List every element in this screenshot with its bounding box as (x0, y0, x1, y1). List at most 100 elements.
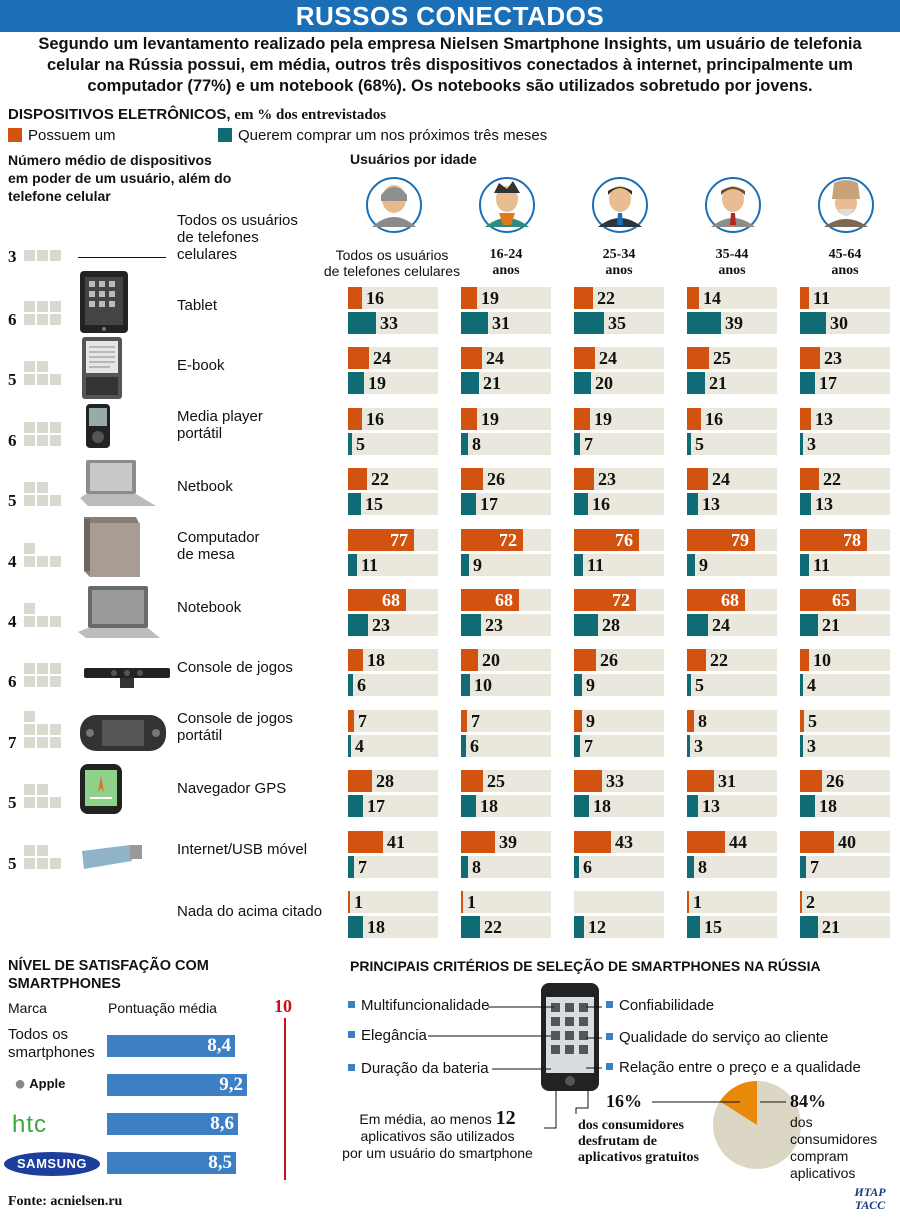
bar-want (574, 795, 589, 817)
cell-background (687, 372, 777, 394)
bar-own (348, 649, 363, 671)
satisfaction-bar: 8,5 (107, 1152, 236, 1174)
cell-background (574, 468, 664, 490)
bar-want (687, 554, 695, 576)
all-users-label-line: Todos os usuários (177, 212, 298, 229)
bar-want (574, 433, 580, 455)
bar-want (461, 735, 466, 757)
satisfaction-bar: 9,2 (107, 1074, 247, 1096)
cell-background (687, 614, 777, 636)
apps-average-line-2: aplicativos são utilizados (360, 1128, 515, 1144)
bar-want (461, 312, 488, 334)
bar-want (574, 735, 580, 757)
bullet-icon (348, 1001, 355, 1008)
device-label-line: Media player (177, 408, 263, 425)
bar-own (687, 831, 725, 853)
apple-logo-icon: ● (14, 1073, 27, 1095)
bar-value-label: 18 (480, 796, 498, 816)
cell-background (348, 372, 438, 394)
bar-value-label: 22 (710, 650, 728, 670)
devices-section-title: DISPOSITIVOS ELETRÔNICOS, em % dos entre… (8, 106, 386, 124)
device-count: 6 (8, 672, 17, 691)
apps-average-line-3: por um usuário do smartphone (342, 1145, 533, 1161)
cell-background (574, 493, 664, 515)
all-users-label: Todos os usuários de telefones celulares (177, 212, 298, 263)
avatars-layer (366, 177, 874, 233)
smartphone-icon (541, 983, 599, 1091)
bar-want (348, 674, 353, 696)
count-square (50, 495, 61, 506)
count-square (37, 616, 48, 627)
bar-value-label: 1 (354, 892, 363, 912)
cell-background (348, 347, 438, 369)
bar-value-label: 20 (482, 650, 500, 670)
device-label-line: Navegador GPS (177, 780, 287, 797)
count-square (50, 374, 61, 385)
portable-console-icon (80, 715, 166, 751)
cell-background (461, 287, 551, 309)
bar-want (348, 735, 351, 757)
bar-own (574, 589, 636, 611)
bar-value-label: 40 (838, 832, 856, 852)
cell-background (800, 735, 890, 757)
age-group-label-line: anos (718, 263, 746, 278)
legend-want-label: Querem comprar um nos próximos três mese… (238, 127, 548, 144)
bar-value-label: 3 (807, 736, 816, 756)
cell-background (800, 493, 890, 515)
apps-average-text: Em média, ao menos 12 aplicativos são ut… (330, 1107, 545, 1162)
bar-value-label: 24 (486, 348, 504, 368)
age-group-label-line: anos (605, 263, 633, 278)
bar-value-label: 25 (713, 348, 731, 368)
bar-own (800, 891, 802, 913)
device-count: 4 (8, 612, 17, 631)
device-label-line: Tablet (177, 297, 218, 314)
bar-value-label: 24 (712, 615, 730, 635)
bar-want (461, 554, 469, 576)
bar-value-label: 20 (595, 373, 613, 393)
bar-want (461, 795, 476, 817)
device-label-line: E-book (177, 357, 225, 374)
device-label: Media player portátil (177, 408, 263, 442)
cell-background (348, 614, 438, 636)
bar-own (800, 529, 867, 551)
bar-value-label: 14 (703, 288, 721, 308)
bar-want (800, 916, 818, 938)
bar-own (687, 710, 694, 732)
bar-value-label: 25 (487, 771, 505, 791)
avatar-25-34 (592, 177, 648, 233)
cell-background (800, 891, 890, 913)
cell-background (574, 433, 664, 455)
cell-background (687, 735, 777, 757)
bar-value-label: 21 (709, 373, 727, 393)
cell-background (348, 649, 438, 671)
cell-background (461, 916, 551, 938)
device-label-line: Computador (177, 529, 260, 546)
bar-value-label: 26 (600, 650, 618, 670)
bar-value-label: 18 (367, 917, 385, 937)
bar-own (461, 347, 482, 369)
bar-want (574, 554, 583, 576)
bar-own (800, 710, 804, 732)
bar-own (574, 710, 582, 732)
bullet-icon (606, 1063, 613, 1070)
bar-want (574, 614, 598, 636)
device-label-line: Netbook (177, 478, 233, 495)
netbook-icon (80, 460, 156, 506)
bar-value-label: 7 (584, 736, 593, 756)
free-apps-pct: 16% (606, 1091, 642, 1111)
legend-want-swatch (218, 128, 232, 142)
bar-own (461, 468, 483, 490)
device-count: 6 (8, 431, 17, 450)
device-label: Notebook (177, 599, 241, 616)
bar-want (574, 493, 588, 515)
criterion-price-quality: Relação entre o preço e a qualidade (606, 1059, 861, 1076)
bar-value-label: 24 (373, 348, 391, 368)
count-square (24, 435, 35, 446)
cell-background (800, 372, 890, 394)
apps-number: 12 (495, 1107, 516, 1129)
cell-background (800, 287, 890, 309)
all-users-line (78, 257, 166, 258)
count-square (37, 374, 48, 385)
bar-value-label: 19 (368, 373, 386, 393)
cell-background (461, 710, 551, 732)
